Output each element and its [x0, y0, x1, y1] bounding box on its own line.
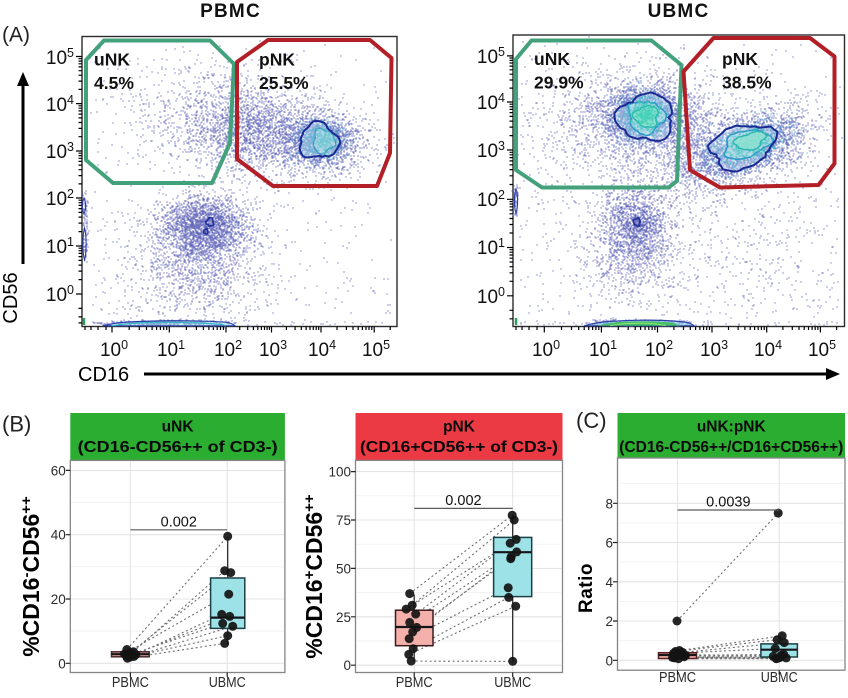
svg-text:40: 40 — [51, 528, 66, 543]
svg-text:75: 75 — [336, 513, 351, 528]
svg-text:101: 101 — [477, 236, 505, 259]
svg-text:60: 60 — [51, 463, 66, 478]
svg-text:103: 103 — [46, 140, 74, 163]
svg-text:(CD16-CD56++/CD16+CD56++): (CD16-CD56++/CD16+CD56++) — [619, 439, 843, 456]
svg-text:8: 8 — [605, 496, 613, 511]
svg-text:102: 102 — [477, 188, 505, 211]
svg-text:uNK: uNK — [94, 49, 130, 69]
svg-text:PBMC: PBMC — [112, 675, 149, 691]
svg-text:101: 101 — [46, 235, 74, 258]
svg-text:100: 100 — [532, 338, 560, 361]
svg-text:(A): (A) — [2, 24, 30, 47]
svg-text:103: 103 — [259, 338, 287, 361]
svg-text:100: 100 — [328, 465, 351, 480]
svg-text:25.5%: 25.5% — [259, 73, 309, 93]
svg-text:20: 20 — [51, 592, 66, 607]
svg-text:UBMC: UBMC — [648, 1, 710, 22]
svg-text:102: 102 — [46, 187, 74, 210]
svg-text:uNK: uNK — [534, 49, 570, 69]
svg-text:PBMC: PBMC — [659, 670, 696, 686]
svg-text:UBMC: UBMC — [494, 675, 531, 691]
svg-text:29.9%: 29.9% — [534, 73, 584, 93]
svg-text:Ratio: Ratio — [576, 563, 597, 613]
svg-text:100: 100 — [100, 338, 128, 361]
svg-text:105: 105 — [477, 45, 505, 68]
svg-text:2: 2 — [605, 614, 613, 629]
svg-text:pNK: pNK — [443, 419, 476, 436]
svg-text:(C): (C) — [576, 408, 607, 433]
svg-text:%CD16-CD56++: %CD16-CD56++ — [18, 496, 44, 657]
svg-text:PBMC: PBMC — [200, 1, 261, 22]
svg-text:101: 101 — [157, 338, 185, 361]
svg-text:0: 0 — [605, 653, 613, 668]
svg-text:38.5%: 38.5% — [722, 73, 772, 93]
svg-text:0.002: 0.002 — [161, 514, 197, 530]
svg-text:uNK: uNK — [162, 419, 195, 436]
svg-text:104: 104 — [46, 93, 74, 116]
svg-text:102: 102 — [645, 338, 673, 361]
svg-text:101: 101 — [589, 338, 617, 361]
svg-text:104: 104 — [308, 338, 336, 361]
svg-text:102: 102 — [214, 338, 242, 361]
svg-text:103: 103 — [477, 139, 505, 162]
svg-text:104: 104 — [754, 338, 782, 361]
svg-text:105: 105 — [808, 338, 836, 361]
svg-text:6: 6 — [605, 536, 613, 551]
svg-text:100: 100 — [477, 285, 505, 308]
svg-text:pNK: pNK — [722, 49, 758, 69]
svg-text:0.002: 0.002 — [445, 493, 481, 509]
svg-text:CD56: CD56 — [0, 272, 22, 323]
svg-text:PBMC: PBMC — [396, 675, 433, 691]
svg-text:103: 103 — [700, 338, 728, 361]
svg-text:4.5%: 4.5% — [94, 73, 134, 93]
svg-text:0: 0 — [343, 658, 351, 673]
svg-text:104: 104 — [477, 91, 505, 114]
svg-text:(CD16-CD56++ of CD3-): (CD16-CD56++ of CD3-) — [78, 439, 278, 456]
svg-text:50: 50 — [336, 561, 351, 576]
svg-text:UBMC: UBMC — [761, 670, 798, 686]
svg-text:(B): (B) — [2, 412, 31, 437]
svg-text:(CD16+CD56++ of CD3-): (CD16+CD56++ of CD3-) — [360, 439, 558, 456]
svg-text:0.0039: 0.0039 — [706, 495, 750, 511]
svg-text:105: 105 — [46, 46, 74, 69]
svg-text:CD16: CD16 — [78, 364, 129, 386]
svg-text:pNK: pNK — [259, 49, 295, 69]
svg-text:100: 100 — [46, 283, 74, 306]
svg-text:25: 25 — [336, 610, 351, 625]
svg-text:4: 4 — [605, 575, 613, 590]
svg-text:UBMC: UBMC — [209, 675, 246, 691]
svg-text:uNK:pNK: uNK:pNK — [697, 419, 767, 436]
svg-text:0: 0 — [58, 656, 66, 671]
svg-text:105: 105 — [362, 338, 390, 361]
